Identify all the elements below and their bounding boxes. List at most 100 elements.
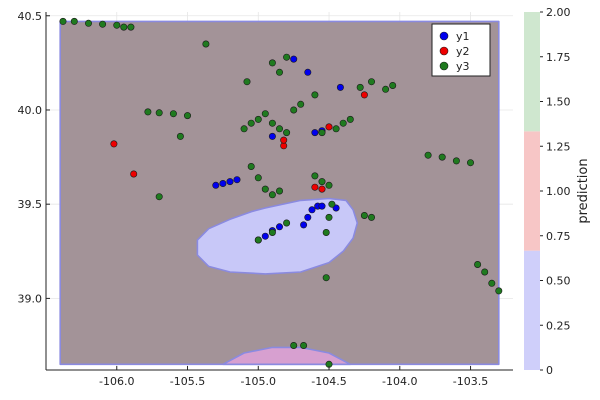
point-y3 <box>290 341 298 349</box>
point-y3 <box>322 274 330 282</box>
y-tick-label: 39.5 <box>18 198 43 211</box>
point-y3 <box>297 100 305 108</box>
x-axis-ticks: -106.0 -105.5 -105.0 -104.5 -104.0 -103.5 <box>99 366 488 388</box>
x-tick-label: -105.0 <box>241 375 276 388</box>
point-y1 <box>300 221 308 229</box>
point-y1 <box>336 83 344 91</box>
point-y3 <box>318 129 326 137</box>
point-y1 <box>318 202 326 210</box>
point-y3 <box>247 163 255 171</box>
colorbar-band <box>524 250 540 370</box>
point-y3 <box>311 91 319 99</box>
point-y3 <box>254 174 262 182</box>
point-y3 <box>261 110 269 118</box>
point-y3 <box>184 112 192 120</box>
point-y3 <box>261 185 269 193</box>
point-y3 <box>254 115 262 123</box>
point-y3 <box>367 213 375 221</box>
point-y3 <box>155 193 163 201</box>
colorbar-tick-label: 1.00 <box>546 185 571 198</box>
point-y3 <box>275 68 283 76</box>
point-y3 <box>332 125 340 133</box>
point-y3 <box>59 17 67 25</box>
point-y3 <box>268 229 276 237</box>
x-tick-label: -105.5 <box>170 375 205 388</box>
point-y1 <box>308 206 316 214</box>
point-y3 <box>300 341 308 349</box>
point-y1 <box>304 68 312 76</box>
point-y2 <box>360 91 368 99</box>
colorbar-label: prediction <box>576 158 591 223</box>
point-y3 <box>85 19 93 27</box>
prediction-region-0 <box>196 197 359 275</box>
legend-label-y3: y3 <box>456 60 470 73</box>
point-y3 <box>155 109 163 117</box>
point-y3 <box>488 279 496 287</box>
colorbar-tick-label: 1.75 <box>546 51 571 64</box>
colorbar-band <box>524 12 540 132</box>
point-y2 <box>311 183 319 191</box>
legend: y1 y2 y3 <box>431 23 491 77</box>
point-y3 <box>495 287 503 295</box>
point-y3 <box>346 115 354 123</box>
legend-marker-y1 <box>439 31 449 41</box>
point-y1 <box>290 55 298 63</box>
point-y3 <box>169 110 177 118</box>
point-y3 <box>247 119 255 127</box>
point-y3 <box>382 85 390 93</box>
point-y3 <box>283 129 291 137</box>
point-y3 <box>202 40 210 48</box>
point-y1 <box>261 232 269 240</box>
point-y3 <box>318 178 326 186</box>
point-y3 <box>113 21 121 29</box>
colorbar-tick-label: 0 <box>546 364 553 377</box>
x-tick-label: -104.0 <box>382 375 417 388</box>
point-y3 <box>367 78 375 86</box>
point-y3 <box>339 119 347 127</box>
colorbar-band <box>524 131 540 251</box>
point-y1 <box>233 176 241 184</box>
point-y2 <box>318 185 326 193</box>
y-tick-label: 40.5 <box>18 10 43 23</box>
x-tick-label: -106.0 <box>99 375 134 388</box>
point-y3 <box>466 159 474 167</box>
point-y3 <box>275 187 283 195</box>
point-y3 <box>268 191 276 199</box>
plot-axes <box>45 12 513 371</box>
point-y3 <box>389 82 397 90</box>
point-y3 <box>311 172 319 180</box>
legend-marker-y2 <box>439 46 449 56</box>
point-y1 <box>304 213 312 221</box>
point-y1 <box>275 223 283 231</box>
point-y3 <box>268 59 276 67</box>
point-y2 <box>280 136 288 144</box>
point-y3 <box>283 53 291 61</box>
point-y3 <box>356 83 364 91</box>
point-y3 <box>144 108 152 116</box>
colorbar-tick-label: 2.00 <box>546 6 571 19</box>
point-y3 <box>322 229 330 237</box>
colorbar-tick-label: 1.25 <box>546 140 571 153</box>
point-y3 <box>325 213 333 221</box>
point-y3 <box>474 260 482 268</box>
point-y3 <box>275 125 283 133</box>
legend-label-y2: y2 <box>456 45 470 58</box>
point-y1 <box>268 132 276 140</box>
point-y3 <box>328 200 336 208</box>
point-y3 <box>325 181 333 189</box>
point-y1 <box>226 178 234 186</box>
point-y3 <box>290 106 298 114</box>
colorbar-tick-label: 0.75 <box>546 230 571 243</box>
point-y3 <box>240 125 248 133</box>
legend-label-y1: y1 <box>456 30 470 43</box>
legend-marker-y3 <box>439 61 449 71</box>
point-y2 <box>130 170 138 178</box>
y-axis-ticks: 39.0 39.5 40.0 40.5 <box>18 10 50 305</box>
point-y3 <box>127 23 135 31</box>
point-y3 <box>283 219 291 227</box>
point-y3 <box>268 119 276 127</box>
colorbar-tick-label: 0.50 <box>546 275 571 288</box>
point-y1 <box>212 181 220 189</box>
point-y3 <box>99 20 107 28</box>
point-y2 <box>325 123 333 131</box>
